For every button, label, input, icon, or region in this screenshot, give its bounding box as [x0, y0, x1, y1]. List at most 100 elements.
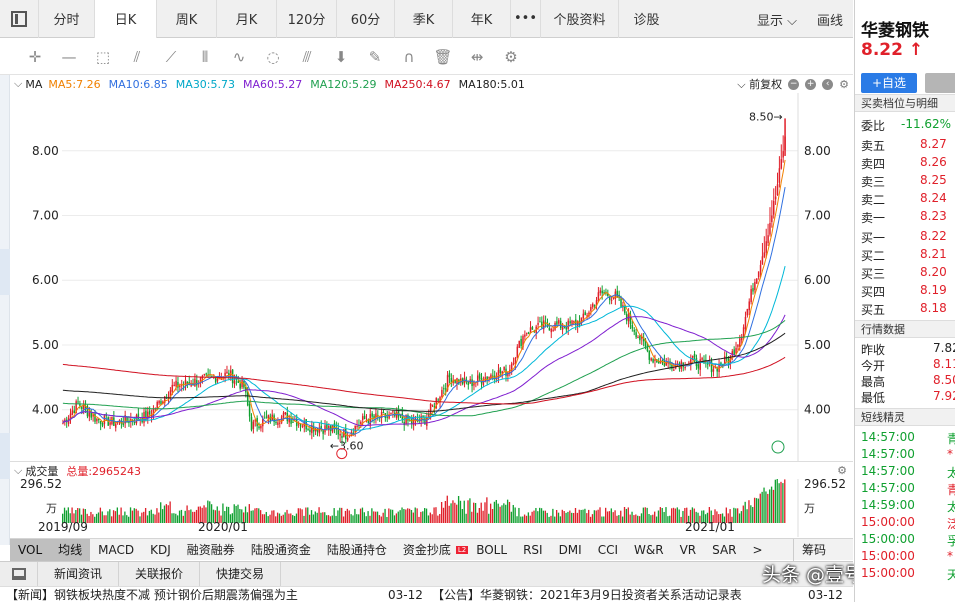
arrow-down-icon[interactable]: ⬇ [334, 47, 348, 66]
period-tab[interactable]: 个股资料 [540, 0, 618, 38]
volume-bar [286, 509, 288, 523]
indicator-tab[interactable]: CCI [597, 542, 618, 557]
news-item[interactable]: 【新闻】钢铁板块热度不减 预计钢价后期震荡偏强为主 [6, 588, 298, 602]
scroll-left-icon[interactable]: ‹ [822, 78, 834, 90]
adjust-menu[interactable]: ⌵ 前复权 [737, 78, 783, 91]
indicator-tab[interactable]: DMI [558, 542, 582, 557]
volume-bar [184, 510, 186, 523]
indicator-tab[interactable]: 陆股通资金 [250, 542, 311, 557]
candle-body [437, 399, 439, 401]
elf-row[interactable]: 15:00:00 天 [855, 566, 955, 583]
period-tab[interactable]: 周K [156, 0, 216, 38]
candle-body [133, 421, 136, 423]
indicator-tab[interactable]: 均线 [50, 538, 91, 561]
period-tab[interactable]: 诊股 [618, 0, 674, 38]
indicator-tab[interactable]: VOL [10, 538, 51, 561]
fan-tool-icon[interactable]: ⫽ [133, 47, 141, 66]
volume-bar [635, 514, 637, 523]
settings-gear-icon[interactable]: ⚙ [504, 47, 518, 66]
period-tab[interactable]: 月K [216, 0, 276, 38]
indicator-tab[interactable]: KDJ [150, 542, 171, 557]
volume-bar [133, 508, 135, 523]
period-tab[interactable]: 季K [394, 0, 452, 38]
elf-row[interactable]: 15:00:00 泛 [855, 515, 955, 532]
indicator-tab[interactable]: 陆股通持仓 [326, 542, 387, 557]
trash-icon[interactable]: 🗑 [433, 47, 453, 66]
volume-bar [422, 511, 424, 523]
vol-caret-icon[interactable]: ⌵ [14, 463, 23, 477]
indicator-tab[interactable]: 融资融券 [186, 542, 235, 557]
volume-bar [552, 508, 554, 523]
candle-body [179, 385, 181, 387]
volume-bar [544, 510, 546, 523]
elf-row[interactable]: 14:57:00 太 [855, 464, 955, 481]
volume-bar [757, 498, 760, 523]
draw-line-button[interactable]: 画线 [816, 13, 843, 29]
volume-bar [452, 500, 454, 523]
period-tab[interactable]: 分时 [38, 0, 94, 38]
zoom-in-icon[interactable]: + [805, 78, 817, 90]
zoom-out-icon[interactable]: − [788, 78, 800, 90]
volume-bar [655, 516, 658, 523]
indicator-tab[interactable]: MACD [98, 542, 135, 557]
panel-toggle-icon[interactable] [0, 561, 38, 587]
bars-tool-icon[interactable]: ⦀ [201, 47, 209, 66]
candle-body [422, 415, 424, 418]
channel-tool-icon[interactable]: ⟋ [165, 47, 177, 66]
candle-body [610, 299, 613, 301]
ma60-label: MA60:5.27 [243, 77, 303, 91]
volume-bar [684, 507, 686, 523]
volume-bar [350, 514, 352, 523]
indicator-tab[interactable]: VR [679, 542, 697, 557]
indicator-tab[interactable]: W&R [634, 542, 664, 557]
chart-area[interactable]: ⌵ MA MA5:7.26 MA10:6.85 MA30:5.73 MA60:5… [10, 75, 853, 537]
elf-row[interactable]: 15:00:00 * [855, 549, 955, 566]
elf-row[interactable]: 15:00:00 孚 [855, 532, 955, 549]
indicator-tab[interactable]: RSI [523, 542, 543, 557]
indicator-tab[interactable]: > [752, 542, 763, 557]
candle-body [569, 321, 571, 324]
elf-row[interactable]: 14:59:00 太 [855, 498, 955, 515]
indicator-tab[interactable]: 资金抄底 [402, 542, 451, 557]
ma-caret-icon[interactable]: ⌵ [14, 77, 23, 90]
wave-tool-icon[interactable]: ∿ [232, 47, 246, 66]
period-tab[interactable]: 60分 [336, 0, 394, 38]
volume-gear-icon[interactable]: ⚙ [837, 464, 847, 477]
indicator-tab[interactable]: SAR [712, 542, 737, 557]
crosshair-icon[interactable]: ✛ [28, 47, 42, 66]
price-chart[interactable]: 8.00 8.00 7.00 7.00 6.00 6.00 5.00 5.00 4.00 4.00… [10, 93, 853, 461]
cycle-tool-icon[interactable]: ◌ [266, 47, 280, 66]
candle-body [503, 367, 505, 371]
tab-quick-trade[interactable]: 快捷交易 [200, 561, 282, 587]
pencil-icon[interactable]: ✎ [368, 47, 382, 66]
period-tab[interactable]: ••• [510, 0, 540, 38]
line-tool-icon[interactable]: — [61, 47, 77, 66]
chips-tab[interactable]: 筹码 [793, 538, 853, 561]
level-price: 8.20 [920, 265, 947, 279]
tab-related-quotes[interactable]: 关联报价 [119, 561, 201, 587]
magnet-icon[interactable]: ∩ [403, 47, 415, 66]
fit-width-icon[interactable]: ⇹ [470, 47, 484, 66]
volume-bar [284, 512, 286, 523]
candle-body [473, 383, 475, 386]
volume-bar [322, 512, 324, 523]
elf-row[interactable]: 14:57:00 * [855, 447, 955, 464]
tab-news[interactable]: 新闻资讯 [38, 561, 120, 587]
news-item[interactable]: 【公告】华菱钢铁：2021年3月9日投资者关系活动记录表 [432, 588, 742, 602]
add-watchlist-button[interactable]: +自选 [861, 73, 917, 93]
chart-gear-icon[interactable]: ⚙ [839, 77, 849, 91]
elf-row[interactable]: 14:57:00 青 [855, 430, 955, 447]
more-button[interactable] [925, 73, 955, 93]
period-tab[interactable]: 年K [452, 0, 510, 38]
elf-row[interactable]: 14:57:00 青 [855, 481, 955, 498]
layout-toggle-icon[interactable] [0, 0, 38, 38]
candle-body [94, 413, 96, 422]
period-tab[interactable]: 120分 [276, 0, 336, 38]
indicator-tab[interactable]: BOLL [476, 542, 508, 557]
volume-chart[interactable]: 296.52 296.52 万 万 2019/09 2020/01 2021/01 [10, 479, 853, 537]
pitchfork-tool-icon[interactable]: ⫻ [302, 47, 312, 66]
candle-body [733, 349, 735, 355]
rect-tool-icon[interactable]: ⬚ [95, 47, 111, 66]
period-tab[interactable]: 日K [94, 0, 156, 38]
display-menu[interactable]: 显示 ⌵ [756, 13, 797, 29]
